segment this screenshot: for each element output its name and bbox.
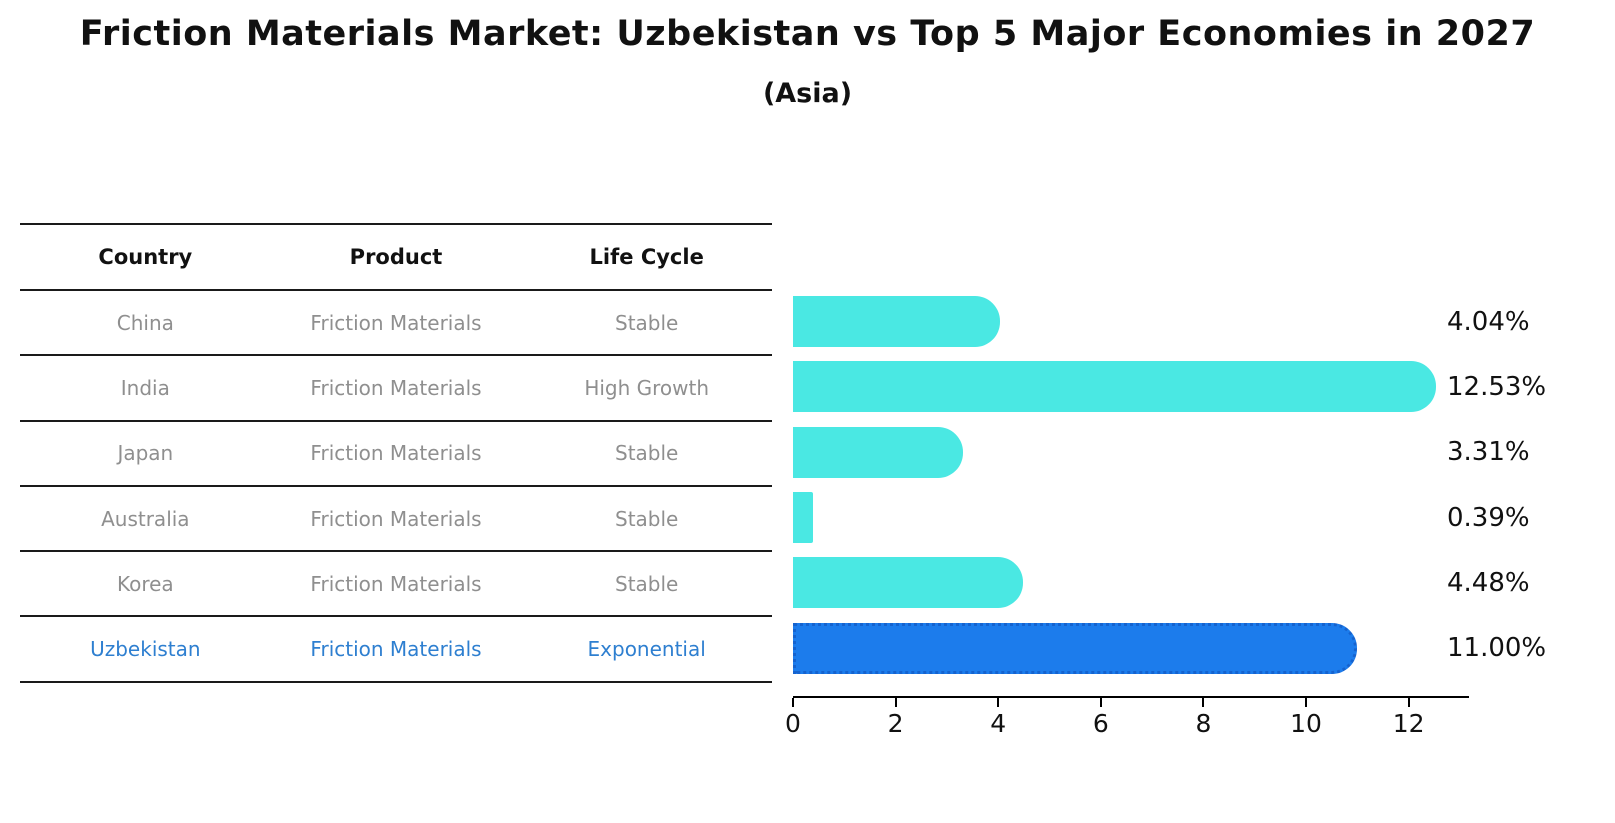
x-tick-8 [1202,698,1205,707]
cell-life_cycle: Stable [615,441,679,466]
value-label-uzbekistan: 11.00% [1447,633,1547,664]
cell-country: Korea [116,571,174,596]
cell-product: Friction Materials [310,571,482,596]
cell-life_cycle: Stable [615,506,679,531]
cell-product: Friction Materials [310,375,482,400]
cell-product: Friction Materials [310,441,482,466]
x-tick-2 [894,698,897,707]
value-label-india: 12.53% [1447,371,1547,402]
table-row-australia: Australia Friction Materials Stable [20,487,772,553]
column-header-country: Country [98,245,193,269]
country-table: Country Product Life Cycle China Friction M… [20,223,772,683]
bar-japan [793,426,963,478]
x-tick-label-6: 6 [1092,709,1109,738]
x-tick-label-10: 10 [1290,709,1322,738]
table-row-japan: Japan Friction Materials Stable [20,422,772,487]
cell-product: Friction Materials [310,637,482,662]
cell-country: China [116,310,174,335]
cell-product: Friction Materials [310,506,482,531]
x-tick-0 [792,698,794,707]
table-row-india: India Friction Materials High Growth [20,356,772,422]
bar-korea [793,557,1023,609]
x-tick-4 [997,698,1000,707]
cell-country: Japan [117,441,174,466]
cell-country: India [120,375,170,400]
x-tick-10 [1305,698,1307,707]
table-row-uzbekistan: Uzbekistan Friction Materials Exponential [20,617,772,683]
table-row-korea: Korea Friction Materials Stable [20,552,772,618]
value-label-japan: 3.31% [1447,437,1530,468]
cell-product: Friction Materials [310,310,482,335]
value-label-korea: 4.48% [1447,567,1530,598]
value-label-china: 4.04% [1447,306,1530,337]
bar-uzbekistan [793,622,1358,674]
x-tick-label-2: 2 [887,709,904,738]
x-tick-label-8: 8 [1195,709,1212,738]
x-tick-label-0: 0 [785,709,801,738]
cell-country: Australia [101,506,190,531]
value-label-australia: 0.39% [1447,502,1530,533]
x-tick-label-4: 4 [990,709,1007,738]
cell-life_cycle: Stable [615,310,679,335]
table-body: China Friction Materials Stable India Fricti… [20,291,772,683]
table-row-china: China Friction Materials Stable [20,291,772,357]
cell-country: Uzbekistan [90,637,201,662]
column-header-product: Product [349,245,443,269]
cell-life_cycle: High Growth [584,375,710,400]
bar-australia [793,492,813,544]
cell-life_cycle: Stable [615,571,679,596]
cell-life_cycle: Exponential [587,637,706,662]
chart-title: Friction Materials Market: Uzbekistan vs… [79,14,1536,54]
chart-subtitle: (Asia) [762,78,853,109]
bar-india [793,361,1436,413]
bar-china [793,296,1001,348]
x-tick-6 [1099,698,1102,707]
column-header-life-cycle: Life Cycle [589,245,704,269]
x-tick-label-12: 12 [1392,709,1425,738]
x-axis-line [793,696,1469,698]
x-tick-12 [1407,698,1410,707]
table-header-row: Country Product Life Cycle [20,223,772,291]
